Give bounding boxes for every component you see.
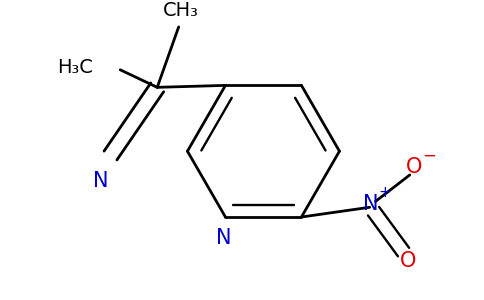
Text: N: N	[216, 228, 231, 248]
Text: N: N	[363, 194, 379, 214]
Text: O: O	[400, 251, 416, 271]
Text: N: N	[93, 171, 108, 191]
Text: O: O	[406, 157, 423, 177]
Text: CH₃: CH₃	[163, 1, 198, 20]
Text: −: −	[423, 146, 436, 164]
Text: H₃C: H₃C	[57, 58, 93, 77]
Text: +: +	[378, 185, 391, 200]
